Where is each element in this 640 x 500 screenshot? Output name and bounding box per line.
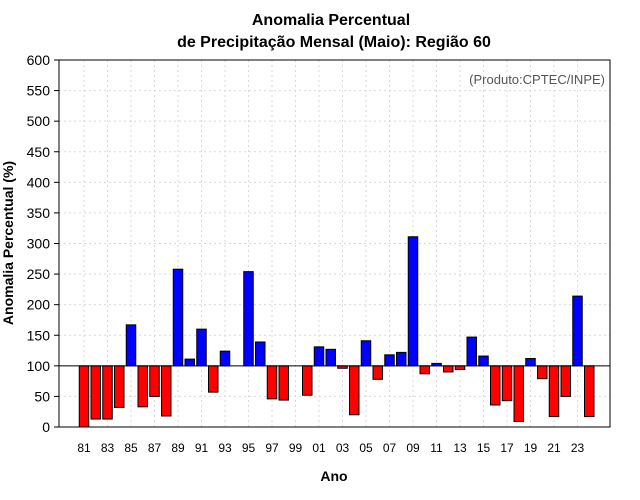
bar-91 (196, 328, 207, 367)
bar-97 (266, 365, 278, 400)
x-axis-label: Ano (320, 468, 347, 484)
y-axis: 0 50 100 150 200 250 300 350 400 450 500 550 600 (27, 52, 59, 435)
bar-89 (172, 268, 184, 367)
bar-90 (184, 358, 195, 367)
x-tick-label: 07 (383, 441, 397, 455)
x-tick-label: 85 (124, 441, 138, 455)
y-tick-label: 550 (27, 83, 51, 99)
bar-15 (478, 355, 489, 367)
bar-10 (419, 365, 430, 375)
bar-24 (584, 365, 595, 418)
x-tick-label: 91 (195, 441, 209, 455)
bar-00 (302, 365, 313, 396)
bar-04 (349, 365, 360, 416)
x-tick-label: 23 (571, 441, 585, 455)
x-tick-label: 89 (171, 441, 185, 455)
x-tick-label: 15 (477, 441, 491, 455)
bars-layer (78, 236, 595, 428)
bar-98 (278, 365, 289, 401)
y-tick-label: 50 (34, 388, 50, 404)
y-axis-label: Anomalia Percentual (%) (0, 161, 16, 325)
bar-95 (243, 271, 254, 367)
x-tick-label: 93 (218, 441, 232, 455)
y-tick-label: 600 (27, 52, 51, 68)
x-tick-label: 81 (77, 441, 91, 455)
bar-86 (137, 365, 148, 408)
bar-14 (466, 336, 477, 367)
chart-title-line2: de Precipitação Mensal (Maio): Região 60 (177, 34, 491, 51)
bar-20 (537, 365, 548, 380)
x-tick-label: 99 (289, 441, 303, 455)
x-tick-label: 19 (524, 441, 538, 455)
x-tick-label: 01 (312, 441, 326, 455)
bar-88 (161, 365, 172, 417)
bar-85 (125, 324, 137, 367)
x-tick-label: 13 (453, 441, 467, 455)
bar-09 (407, 236, 419, 367)
bar-93 (219, 350, 231, 367)
bar-23 (572, 295, 583, 367)
y-tick-label: 100 (27, 358, 51, 374)
y-tick-label: 250 (27, 266, 51, 282)
bar-12 (443, 365, 454, 373)
y-tick-label: 0 (42, 419, 50, 435)
bar-05 (360, 340, 372, 367)
y-tick-label: 300 (27, 236, 51, 252)
bar-81 (78, 365, 90, 428)
bar-21 (548, 365, 560, 418)
x-tick-label: 83 (101, 441, 115, 455)
bar-19 (525, 357, 536, 367)
bar-22 (560, 365, 571, 397)
bar-18 (513, 365, 524, 422)
bar-08 (396, 351, 407, 367)
bar-02 (325, 348, 336, 367)
x-tick-label: 97 (265, 441, 279, 455)
y-tick-label: 200 (27, 297, 51, 313)
bar-92 (208, 365, 219, 393)
x-tick-label: 03 (336, 441, 350, 455)
bar-17 (501, 365, 513, 402)
bar-83 (102, 365, 113, 420)
x-tick-label: 11 (430, 441, 443, 455)
x-tick-label: 87 (148, 441, 162, 455)
x-tick-label: 17 (500, 441, 514, 455)
chart-title-line1: Anomalia Percentual (252, 12, 410, 29)
x-tick-label: 95 (242, 441, 256, 455)
bar-82 (90, 365, 101, 420)
x-tick-label: 09 (406, 441, 420, 455)
y-tick-label: 350 (27, 205, 51, 221)
x-axis: 81 83 85 87 89 91 93 95 97 99 01 03 05 07 09 11 13 15 17 19… (77, 441, 584, 455)
y-tick-label: 500 (27, 113, 51, 129)
y-tick-label: 150 (27, 327, 51, 343)
x-tick-label: 05 (359, 441, 373, 455)
bar-16 (490, 365, 501, 406)
y-tick-label: 450 (27, 144, 51, 160)
bar-87 (149, 365, 160, 397)
bar-07 (384, 354, 395, 367)
bar-13 (454, 365, 466, 371)
bar-01 (313, 346, 325, 367)
credit-text: (Produto:CPTEC/INPE) (469, 72, 605, 87)
bar-96 (255, 341, 266, 367)
bar-06 (372, 365, 383, 380)
y-tick-label: 400 (27, 174, 51, 190)
x-tick-label: 21 (547, 441, 561, 455)
bar-84 (114, 365, 125, 408)
